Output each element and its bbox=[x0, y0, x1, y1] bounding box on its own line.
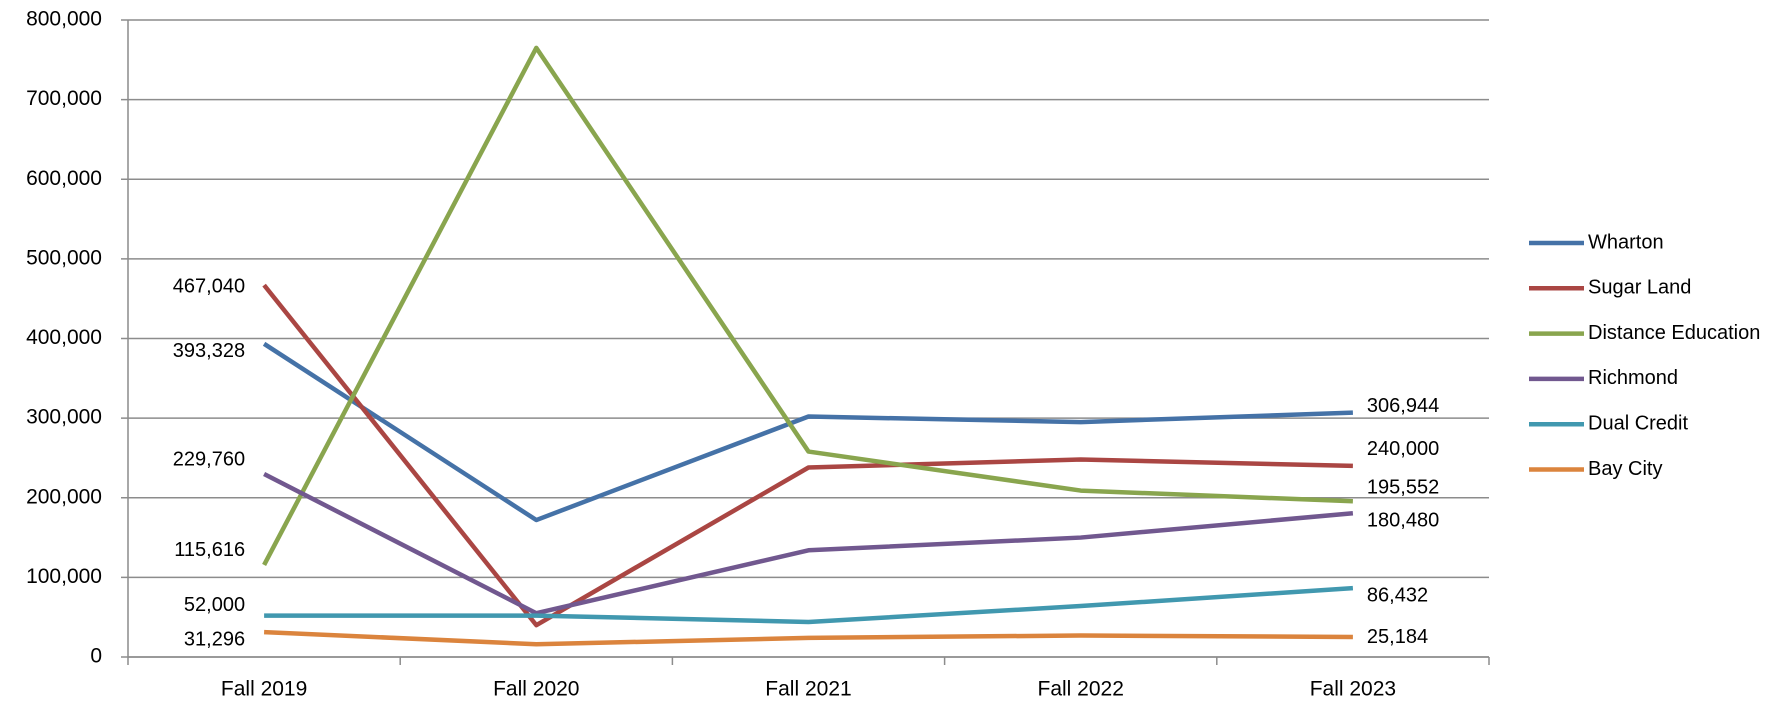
series-line bbox=[262, 283, 1353, 628]
data-label: 86,432 bbox=[1367, 584, 1428, 606]
x-tick-label: Fall 2022 bbox=[1038, 678, 1124, 701]
x-tick-label: Fall 2021 bbox=[765, 678, 851, 701]
data-label: 467,040 bbox=[173, 275, 245, 297]
y-tick-label: 600,000 bbox=[26, 167, 102, 190]
legend-label: Richmond bbox=[1588, 367, 1678, 389]
series-line bbox=[263, 472, 1354, 616]
y-tick-label: 700,000 bbox=[26, 87, 102, 110]
series-line bbox=[262, 341, 1353, 523]
data-label: 240,000 bbox=[1367, 438, 1439, 460]
data-label: 52,000 bbox=[184, 594, 245, 616]
data-label: 180,480 bbox=[1367, 510, 1439, 532]
y-tick-label: 100,000 bbox=[26, 565, 102, 588]
y-tick-label: 200,000 bbox=[26, 485, 102, 508]
y-tick-label: 800,000 bbox=[26, 8, 102, 31]
y-tick-label: 500,000 bbox=[26, 246, 102, 269]
legend-label: Bay City bbox=[1588, 458, 1662, 480]
x-tick-label: Fall 2019 bbox=[221, 678, 307, 701]
legend-label: Sugar Land bbox=[1588, 277, 1691, 299]
x-tick-label: Fall 2023 bbox=[1310, 678, 1396, 701]
x-tick-label: Fall 2020 bbox=[493, 678, 579, 701]
data-label: 229,760 bbox=[173, 448, 245, 470]
data-label: 25,184 bbox=[1367, 626, 1428, 648]
data-label: 31,296 bbox=[184, 628, 245, 650]
y-tick-label: 400,000 bbox=[26, 326, 102, 349]
data-label: 306,944 bbox=[1367, 395, 1439, 417]
legend-label: Dual Credit bbox=[1588, 412, 1688, 434]
data-label: 115,616 bbox=[174, 539, 245, 561]
series-line bbox=[264, 585, 1354, 625]
y-tick-label: 0 bbox=[90, 645, 102, 668]
y-tick-label: 300,000 bbox=[26, 406, 102, 429]
legend-label: Distance Education bbox=[1588, 322, 1760, 344]
legend-label: Wharton bbox=[1588, 231, 1664, 253]
data-label: 393,328 bbox=[173, 340, 245, 362]
series-line bbox=[262, 45, 1353, 566]
data-label: 195,552 bbox=[1367, 477, 1439, 499]
series-line bbox=[263, 629, 1353, 647]
